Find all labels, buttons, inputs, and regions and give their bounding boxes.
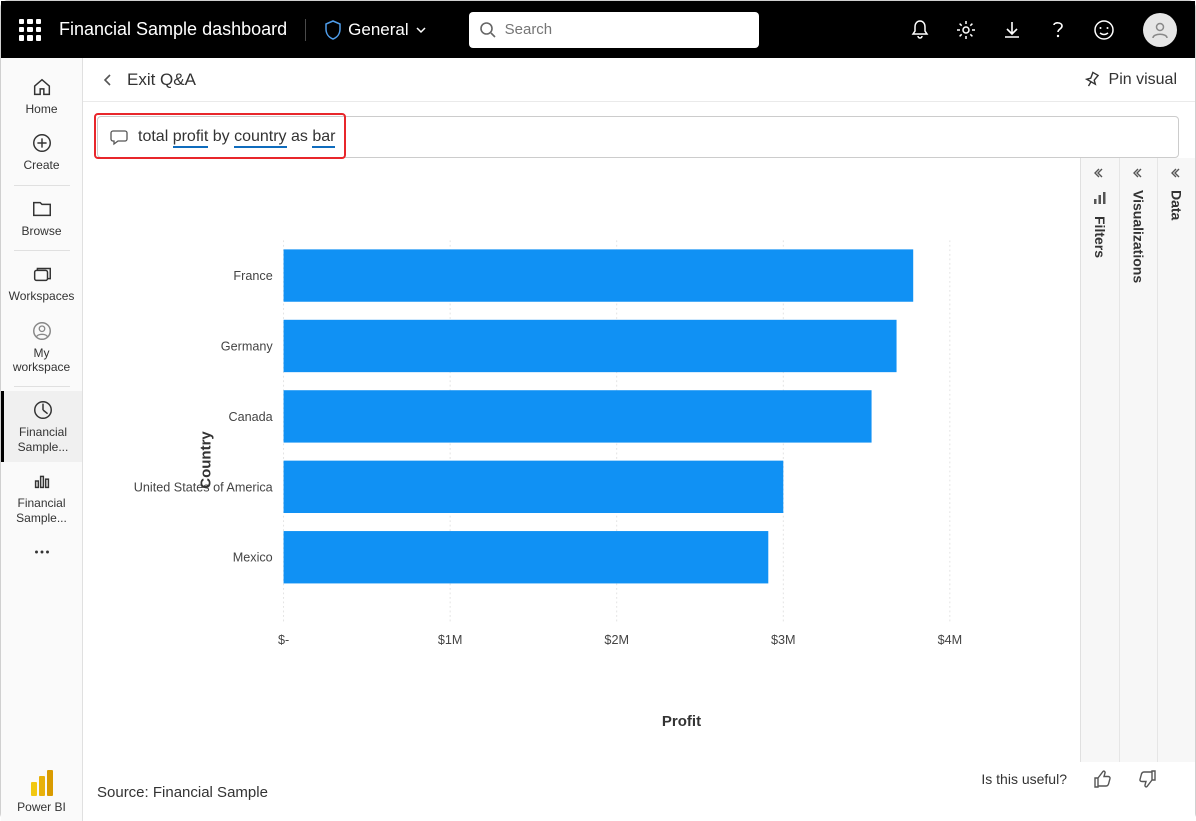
app-launcher-icon[interactable] <box>19 19 41 41</box>
thumbs-down-button[interactable] <box>1137 768 1159 790</box>
powerbi-logo-icon <box>31 774 53 796</box>
sensitivity-label: General <box>348 20 408 40</box>
settings-icon[interactable] <box>955 19 977 41</box>
svg-text:France: France <box>233 269 272 283</box>
sensitivity-dropdown[interactable]: General <box>324 20 426 40</box>
source-label: Source: Financial Sample <box>97 784 268 801</box>
download-icon[interactable] <box>1001 19 1023 41</box>
nav-financial-sample-report[interactable]: Financial Sample... <box>1 391 82 462</box>
svg-text:Mexico: Mexico <box>233 551 273 565</box>
svg-text:$3M: $3M <box>771 633 796 647</box>
data-pane[interactable]: Data <box>1157 158 1195 762</box>
qa-input[interactable]: total profit by country as bar <box>97 116 1179 158</box>
search-box[interactable] <box>469 12 759 48</box>
left-nav: Home Create Browse Workspaces My workspa… <box>1 58 83 821</box>
dashboard-title: Financial Sample dashboard <box>59 19 287 40</box>
filters-label: Filters <box>1092 216 1108 258</box>
chevron-down-icon <box>415 24 427 36</box>
chat-icon <box>110 128 128 146</box>
nav-home[interactable]: Home <box>1 68 82 124</box>
collapse-icon <box>1093 166 1107 180</box>
visualizations-pane[interactable]: Visualizations <box>1119 158 1157 762</box>
svg-text:Germany: Germany <box>221 339 274 353</box>
nav-workspaces[interactable]: Workspaces <box>1 255 82 311</box>
qa-text: total profit by country as bar <box>138 128 335 146</box>
shield-icon <box>324 20 342 40</box>
chart-container: Country $- $1M $2M $3M $4M France Germany Canad… <box>83 158 1080 762</box>
bar-united-states-of-america[interactable] <box>284 461 784 513</box>
bar-canada[interactable] <box>284 390 872 442</box>
pin-visual-label: Pin visual <box>1109 71 1177 89</box>
divider <box>305 19 306 41</box>
data-label: Data <box>1169 190 1185 220</box>
search-icon <box>479 21 497 39</box>
help-icon[interactable] <box>1047 19 1069 41</box>
visualizations-label: Visualizations <box>1131 190 1147 283</box>
exit-qa-label[interactable]: Exit Q&A <box>127 70 196 90</box>
nav-my-workspace[interactable]: My workspace <box>1 312 82 383</box>
collapse-icon <box>1132 166 1146 180</box>
nav-browse[interactable]: Browse <box>1 190 82 246</box>
nav-powerbi-home[interactable]: Power BI <box>1 766 82 821</box>
account-avatar[interactable] <box>1143 13 1177 47</box>
useful-label: Is this useful? <box>981 771 1067 787</box>
svg-text:$1M: $1M <box>438 633 463 647</box>
thumbs-up-button[interactable] <box>1091 768 1113 790</box>
y-axis-title: Country <box>197 431 214 489</box>
bar-germany[interactable] <box>284 320 897 372</box>
search-input[interactable] <box>505 21 749 38</box>
filters-pane[interactable]: Filters <box>1081 158 1119 762</box>
filters-icon <box>1092 190 1108 206</box>
svg-text:$4M: $4M <box>938 633 963 647</box>
back-button[interactable] <box>101 73 115 87</box>
nav-create[interactable]: Create <box>1 124 82 180</box>
collapse-icon <box>1170 166 1184 180</box>
feedback-icon[interactable] <box>1093 19 1115 41</box>
notifications-icon[interactable] <box>909 19 931 41</box>
pin-visual-button[interactable]: Pin visual <box>1083 71 1177 89</box>
svg-text:$2M: $2M <box>604 633 629 647</box>
x-axis-title: Profit <box>303 713 1060 730</box>
pin-icon <box>1083 71 1101 89</box>
bar-mexico[interactable] <box>284 531 769 583</box>
svg-text:Canada: Canada <box>228 410 273 424</box>
nav-financial-sample-dataset[interactable]: Financial Sample... <box>1 462 82 533</box>
bar-chart: $-$1M$2M$3M$4MFranceGermanyCanadaUnited … <box>103 188 1060 708</box>
bar-france[interactable] <box>284 249 914 301</box>
nav-more[interactable] <box>1 533 82 571</box>
svg-text:$-: $- <box>278 633 289 647</box>
